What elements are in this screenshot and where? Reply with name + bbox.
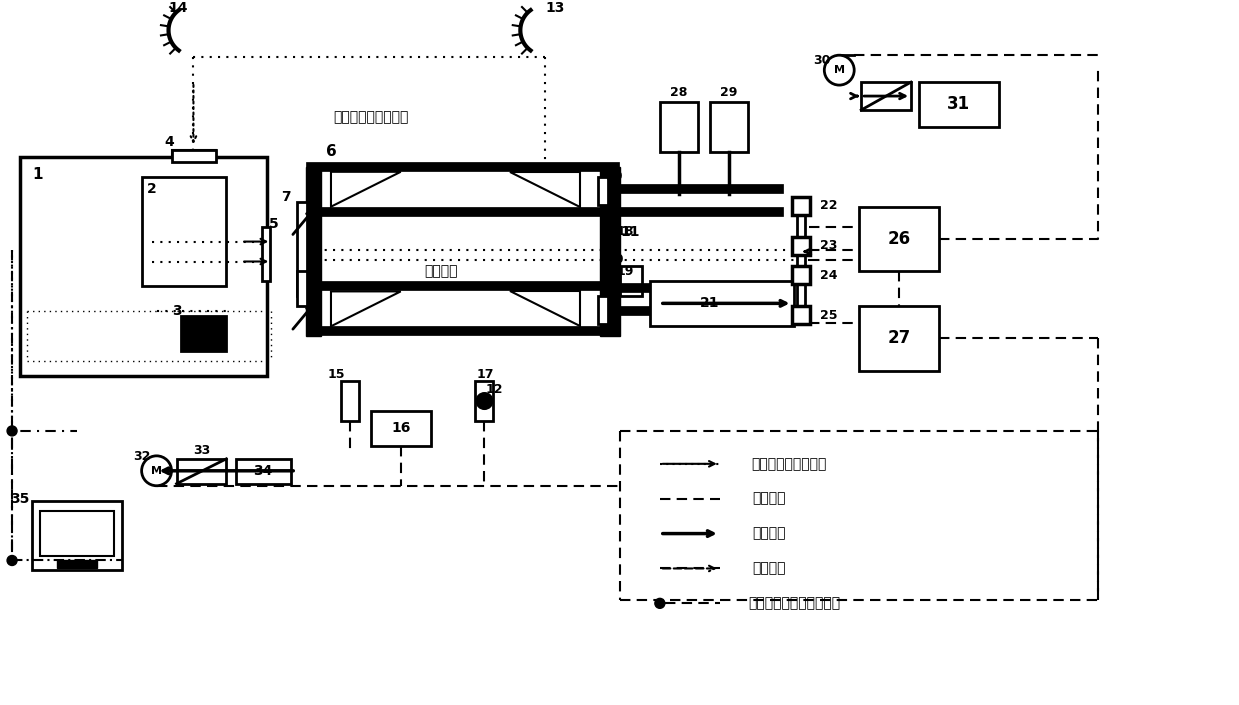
Text: 31: 31: [948, 95, 970, 113]
Bar: [40, 510, 114, 556]
Bar: [237, 459, 291, 484]
Polygon shape: [510, 291, 580, 326]
Bar: [598, 296, 608, 324]
Bar: [793, 197, 810, 214]
Text: 水路连接: 水路连接: [753, 561, 787, 575]
Polygon shape: [331, 172, 400, 207]
Text: 测试光路: 测试光路: [424, 264, 457, 278]
Text: 30: 30: [814, 54, 831, 67]
Text: 27: 27: [887, 329, 911, 348]
Bar: [297, 271, 307, 307]
Bar: [660, 102, 698, 152]
Circle shape: [655, 599, 665, 608]
Bar: [171, 150, 217, 162]
Text: 28: 28: [670, 85, 688, 99]
Text: 10: 10: [606, 171, 623, 183]
Text: 23: 23: [820, 239, 838, 252]
Text: 29: 29: [720, 85, 737, 99]
Polygon shape: [331, 291, 400, 326]
Text: 34: 34: [254, 464, 273, 478]
Circle shape: [477, 393, 492, 409]
Text: 9: 9: [610, 290, 618, 303]
Bar: [171, 150, 217, 158]
Bar: [861, 82, 911, 110]
Text: 11: 11: [621, 225, 639, 238]
Text: 电路连接: 电路连接: [753, 491, 787, 505]
Bar: [370, 411, 431, 446]
Bar: [650, 281, 794, 326]
Text: 5: 5: [269, 216, 279, 231]
Bar: [141, 177, 227, 286]
Polygon shape: [510, 172, 580, 207]
Text: 7: 7: [281, 190, 291, 204]
Circle shape: [7, 426, 17, 436]
Text: 14: 14: [169, 1, 188, 16]
Bar: [793, 237, 810, 255]
Text: 32: 32: [133, 450, 150, 463]
Bar: [341, 381, 359, 421]
Bar: [20, 157, 268, 376]
Circle shape: [7, 556, 17, 565]
Bar: [620, 266, 642, 296]
Text: 17: 17: [477, 367, 494, 381]
Text: 24: 24: [820, 269, 838, 282]
Text: 热辐射信号传递路径: 热辐射信号传递路径: [752, 457, 828, 471]
Bar: [181, 317, 227, 351]
Text: 控制信号或数据信号连接: 控制信号或数据信号连接: [748, 596, 840, 611]
Bar: [859, 307, 939, 371]
Text: 20: 20: [606, 253, 623, 266]
Bar: [710, 102, 747, 152]
Text: 1: 1: [32, 167, 43, 183]
Text: 8: 8: [307, 290, 316, 303]
Text: 26: 26: [887, 230, 911, 247]
Bar: [859, 207, 939, 271]
Text: 4: 4: [165, 135, 175, 149]
Bar: [476, 381, 493, 421]
Text: 25: 25: [820, 309, 838, 321]
Bar: [798, 197, 805, 324]
Bar: [32, 501, 121, 570]
Bar: [57, 560, 97, 568]
Text: 红外透过率监控光路: 红外透过率监控光路: [333, 110, 409, 124]
Bar: [793, 266, 810, 284]
Text: 6: 6: [326, 145, 336, 159]
Bar: [598, 177, 608, 204]
Text: M: M: [834, 65, 845, 75]
Text: 18: 18: [616, 225, 633, 238]
Bar: [919, 82, 999, 127]
Text: 33: 33: [193, 444, 211, 458]
Text: 21: 21: [700, 296, 720, 310]
Text: 12: 12: [486, 383, 503, 396]
Text: M: M: [151, 466, 162, 476]
Text: 22: 22: [820, 200, 838, 212]
Bar: [263, 226, 270, 281]
Text: 16: 16: [392, 421, 410, 435]
Circle shape: [824, 55, 854, 85]
Text: 2: 2: [146, 182, 156, 196]
Bar: [297, 202, 307, 296]
Bar: [176, 459, 227, 484]
Bar: [600, 167, 620, 336]
Bar: [306, 167, 321, 336]
Text: 35: 35: [10, 491, 30, 505]
Text: 13: 13: [545, 1, 565, 16]
Text: 气路连接: 气路连接: [753, 527, 787, 541]
Text: 3: 3: [172, 305, 181, 319]
Bar: [793, 307, 810, 324]
Text: 19: 19: [616, 265, 633, 278]
Text: 15: 15: [327, 367, 344, 381]
Circle shape: [141, 456, 171, 486]
